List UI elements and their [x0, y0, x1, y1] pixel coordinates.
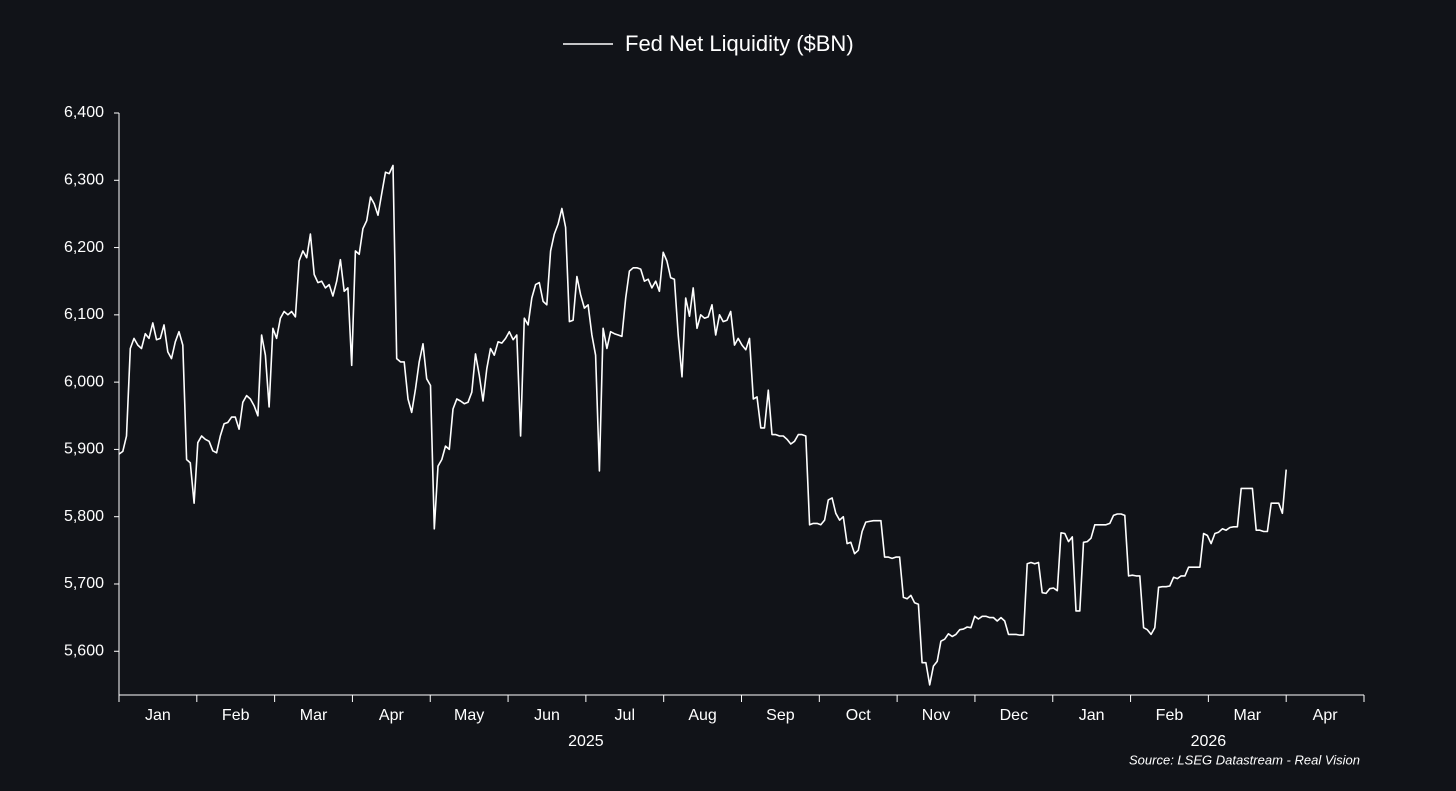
year-label: 2026	[1191, 733, 1227, 750]
y-tick-label: 5,600	[64, 642, 104, 659]
x-tick-label: Dec	[1000, 707, 1028, 724]
x-tick-label: Feb	[1156, 707, 1184, 724]
y-tick-label: 6,300	[64, 172, 104, 189]
x-tick-label: Oct	[846, 707, 871, 724]
source-note: Source: LSEG Datastream - Real Vision	[1129, 752, 1360, 767]
legend-label: Fed Net Liquidity ($BN)	[625, 31, 854, 56]
x-tick-label: Apr	[379, 707, 405, 724]
x-tick-label: Sep	[766, 707, 795, 724]
y-tick-label: 6,400	[64, 104, 104, 121]
x-tick-label: Jan	[1079, 707, 1105, 724]
x-tick-label: Jan	[145, 707, 171, 724]
year-label: 2025	[568, 733, 604, 750]
data-line	[118, 164, 1287, 686]
y-tick-label: 6,100	[64, 306, 104, 323]
x-tick-label: Mar	[1234, 707, 1262, 724]
x-tick-label: Mar	[300, 707, 328, 724]
x-tick-label: Feb	[222, 707, 250, 724]
x-tick-label: May	[454, 707, 484, 724]
x-tick-label: Aug	[688, 707, 716, 724]
x-tick-label: Jun	[534, 707, 560, 724]
x-tick-label: Apr	[1313, 707, 1339, 724]
y-tick-label: 5,900	[64, 441, 104, 458]
y-tick-label: 6,000	[64, 373, 104, 390]
x-tick-label: Nov	[922, 707, 950, 724]
y-tick-label: 6,200	[64, 239, 104, 256]
y-tick-label: 5,700	[64, 575, 104, 592]
y-tick-label: 5,800	[64, 508, 104, 525]
x-tick-label: Jul	[615, 707, 635, 724]
